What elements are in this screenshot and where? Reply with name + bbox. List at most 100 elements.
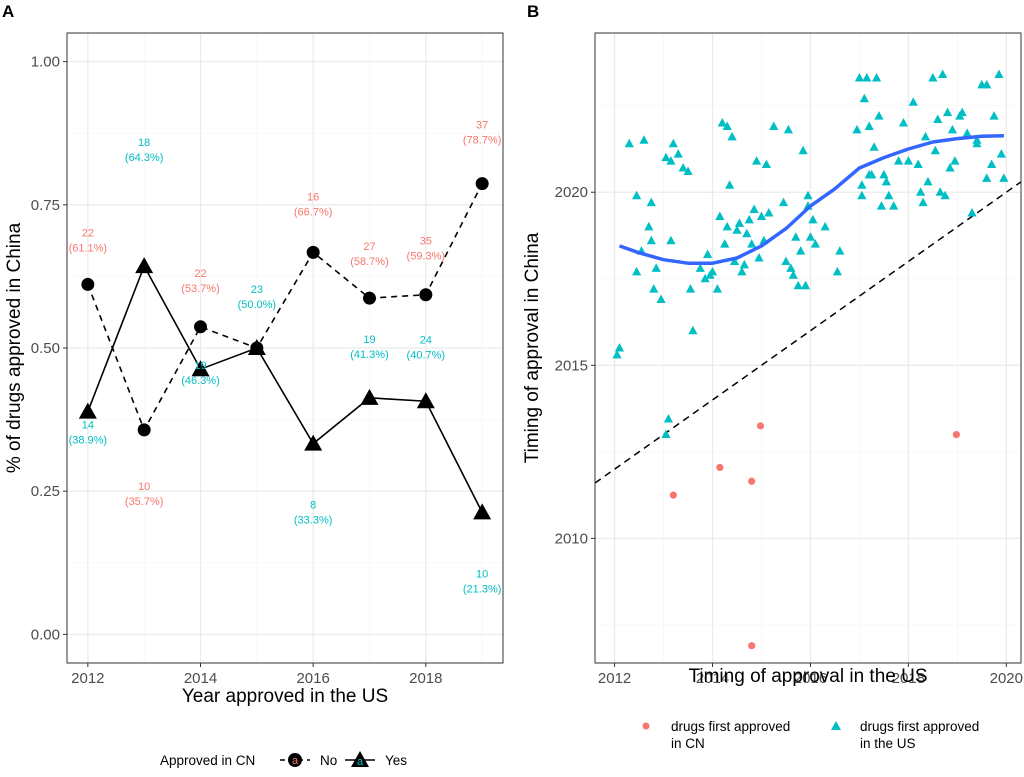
marker-no-2013 bbox=[137, 423, 151, 437]
point-us bbox=[661, 152, 671, 162]
point-us bbox=[898, 118, 909, 127]
point-us bbox=[947, 124, 958, 134]
annotation-percent-no-2016: (66.7%) bbox=[294, 206, 333, 218]
point-us bbox=[854, 73, 865, 82]
point-us bbox=[788, 270, 798, 279]
legend-no-label: No bbox=[320, 753, 337, 768]
point-us bbox=[793, 280, 803, 290]
annotation-count-no-2016: 16 bbox=[307, 191, 319, 203]
point-us bbox=[832, 266, 842, 276]
point-us bbox=[707, 266, 718, 276]
legend-us-marker bbox=[831, 721, 841, 730]
point-us bbox=[913, 159, 923, 169]
point-us bbox=[742, 228, 752, 238]
x-tick-label: 2014 bbox=[696, 670, 729, 687]
y-tick-label: 1.00 bbox=[31, 54, 60, 71]
point-us bbox=[935, 187, 945, 196]
point-us bbox=[663, 413, 674, 423]
point-us bbox=[884, 190, 894, 200]
annotation-percent-yes-2012: (38.9%) bbox=[69, 435, 108, 447]
point-us bbox=[668, 138, 678, 148]
point-us bbox=[999, 173, 1009, 182]
annotation-count-yes-2013: 18 bbox=[138, 137, 150, 149]
point-us bbox=[749, 204, 759, 214]
point-us bbox=[957, 107, 967, 117]
point-us bbox=[808, 214, 818, 224]
x-tick-label: 2012 bbox=[598, 670, 631, 687]
point-us bbox=[656, 294, 666, 304]
marker-yes-2014 bbox=[191, 360, 210, 377]
annotation-percent-yes-2016: (33.3%) bbox=[294, 515, 333, 527]
point-us bbox=[729, 256, 740, 265]
point-us bbox=[639, 135, 649, 144]
point-us bbox=[938, 69, 948, 79]
marker-no-2019 bbox=[475, 177, 489, 191]
point-us bbox=[712, 284, 723, 293]
legend-us-label-line1: drugs first approved bbox=[860, 719, 979, 734]
point-us bbox=[874, 111, 884, 120]
annotation-percent-yes-2018: (40.7%) bbox=[407, 349, 446, 361]
point-us bbox=[903, 156, 913, 165]
point-us bbox=[864, 121, 874, 130]
annotation-count-no-2014: 22 bbox=[194, 268, 206, 280]
point-us bbox=[769, 121, 779, 130]
annotation-count-no-2019: 37 bbox=[476, 120, 488, 132]
point-us bbox=[666, 156, 676, 165]
marker-yes-2019 bbox=[473, 503, 492, 520]
point-us bbox=[737, 266, 747, 276]
point-us bbox=[651, 263, 661, 272]
annotation-percent-no-2013: (35.7%) bbox=[125, 496, 164, 508]
point-us bbox=[688, 325, 698, 335]
panel-a-markers bbox=[78, 177, 492, 520]
annotation-count-yes-2014: 19 bbox=[194, 360, 206, 372]
marker-no-2014 bbox=[194, 320, 208, 334]
point-us bbox=[624, 138, 634, 148]
marker-yes-2018 bbox=[416, 392, 435, 409]
point-us bbox=[717, 118, 727, 127]
annotation-percent-no-2019: (78.7%) bbox=[463, 135, 502, 147]
point-us bbox=[683, 166, 693, 175]
marker-no-2016 bbox=[306, 245, 320, 259]
point-us bbox=[857, 180, 867, 189]
panel-a-grid bbox=[67, 33, 503, 663]
point-us bbox=[876, 201, 887, 210]
panel-a-legend-title: Approved in CN bbox=[160, 753, 255, 768]
point-us bbox=[867, 169, 877, 179]
annotation-percent-yes-2014: (46.3%) bbox=[181, 375, 220, 387]
point-us bbox=[678, 163, 688, 172]
panel-b-smooth-line bbox=[618, 134, 1004, 265]
point-us bbox=[703, 249, 713, 259]
annotation-count-no-2013: 10 bbox=[138, 481, 150, 493]
point-us bbox=[820, 221, 830, 231]
point-us bbox=[644, 221, 654, 231]
point-us bbox=[739, 259, 749, 269]
point-us bbox=[761, 159, 771, 169]
point-us bbox=[945, 163, 955, 172]
point-us bbox=[908, 97, 918, 106]
point-us bbox=[803, 190, 813, 200]
annotation-percent-yes-2017: (41.3%) bbox=[350, 349, 389, 361]
annotation-percent-no-2017: (58.7%) bbox=[350, 256, 389, 268]
point-us bbox=[783, 124, 794, 134]
x-tick-label: 2018 bbox=[409, 670, 442, 687]
point-us bbox=[751, 156, 762, 165]
point-us bbox=[859, 93, 869, 103]
point-us bbox=[727, 131, 737, 141]
point-cn bbox=[952, 430, 960, 439]
point-us bbox=[852, 124, 862, 134]
point-us bbox=[920, 131, 931, 141]
panel-a-tick-labels: 0.00 0.25 0.50 0.75 1.00 2012 2014 2016 2018 bbox=[31, 54, 443, 687]
point-cn bbox=[716, 463, 724, 472]
y-tick-label: 2010 bbox=[555, 530, 588, 547]
point-cn bbox=[748, 642, 756, 650]
panel-a-x-axis-title: Year approved in the US bbox=[182, 686, 388, 707]
x-tick-label: 2012 bbox=[71, 670, 104, 687]
y-tick-label: 0.25 bbox=[31, 483, 60, 500]
annotation-count-no-2018: 35 bbox=[420, 236, 432, 248]
point-us bbox=[962, 128, 972, 137]
annotation-count-yes-2012: 14 bbox=[82, 420, 94, 432]
panel-b-border bbox=[594, 32, 1022, 664]
panel-b-grid bbox=[595, 33, 1021, 663]
point-us bbox=[871, 73, 882, 82]
